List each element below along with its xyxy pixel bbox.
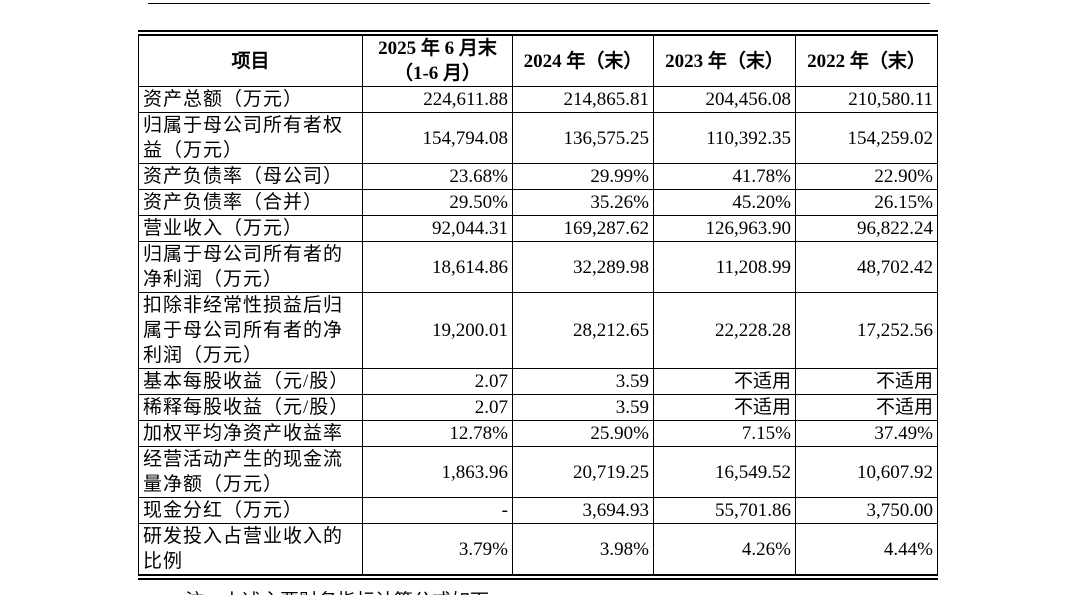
value-cell: 25.90% bbox=[512, 420, 654, 447]
value-cell: 136,575.25 bbox=[512, 112, 654, 164]
table-row: 归属于母公司所有者权益（万元） 154,794.08 136,575.25 110,3… bbox=[138, 112, 938, 164]
item-cell: 经营活动产生的现金流量净额（万元） bbox=[138, 446, 363, 498]
value-cell: 48,702.42 bbox=[795, 241, 938, 293]
item-cell: 归属于母公司所有者权益（万元） bbox=[138, 112, 363, 164]
value-cell: 2.07 bbox=[362, 394, 513, 421]
value-cell: 55,701.86 bbox=[653, 497, 796, 524]
value-cell: 17,252.56 bbox=[795, 292, 938, 369]
value-cell: 19,200.01 bbox=[362, 292, 513, 369]
table-row: 资产负债率（合并） 29.50% 35.26% 45.20% 26.15% bbox=[138, 189, 938, 216]
value-cell: 169,287.62 bbox=[512, 215, 654, 242]
item-cell: 资产负债率（合并） bbox=[138, 189, 363, 216]
value-cell: 32,289.98 bbox=[512, 241, 654, 293]
item-cell: 稀释每股收益（元/股） bbox=[138, 394, 363, 421]
value-cell: 37.49% bbox=[795, 420, 938, 447]
table-row: 基本每股收益（元/股） 2.07 3.59 不适用 不适用 bbox=[138, 368, 938, 395]
financial-table: 项目 2025 年 6 月末 （1-6 月） 2024 年（末） 2023 年（末） 2… bbox=[138, 30, 938, 580]
header-cell: 2023 年（末） bbox=[653, 33, 796, 87]
value-cell: 3,750.00 bbox=[795, 497, 938, 524]
item-cell: 扣除非经常性损益后归属于母公司所有者的净利润（万元） bbox=[138, 292, 363, 369]
value-cell: 3.59 bbox=[512, 368, 654, 395]
item-cell: 基本每股收益（元/股） bbox=[138, 368, 363, 395]
value-cell: 23.68% bbox=[362, 163, 513, 190]
value-cell: 7.15% bbox=[653, 420, 796, 447]
value-cell: 不适用 bbox=[653, 394, 796, 421]
value-cell: 154,794.08 bbox=[362, 112, 513, 164]
value-cell: 224,611.88 bbox=[362, 86, 513, 113]
value-cell: 不适用 bbox=[795, 368, 938, 395]
value-cell: 154,259.02 bbox=[795, 112, 938, 164]
value-cell: 126,963.90 bbox=[653, 215, 796, 242]
table-row: 资产负债率（母公司） 23.68% 29.99% 41.78% 22.90% bbox=[138, 163, 938, 190]
table-row: 扣除非经常性损益后归属于母公司所有者的净利润（万元） 19,200.01 28,21… bbox=[138, 292, 938, 369]
value-cell: 11,208.99 bbox=[653, 241, 796, 293]
value-cell: 3.98% bbox=[512, 523, 654, 577]
value-cell: 29.99% bbox=[512, 163, 654, 190]
value-cell: 2.07 bbox=[362, 368, 513, 395]
item-cell: 营业收入（万元） bbox=[138, 215, 363, 242]
value-cell: 3.79% bbox=[362, 523, 513, 577]
value-cell: 29.50% bbox=[362, 189, 513, 216]
value-cell: 41.78% bbox=[653, 163, 796, 190]
header-row: 项目 2025 年 6 月末 （1-6 月） 2024 年（末） 2023 年（末） 2… bbox=[138, 33, 938, 87]
value-cell: 3.59 bbox=[512, 394, 654, 421]
value-cell: 16,549.52 bbox=[653, 446, 796, 498]
value-cell: 22.90% bbox=[795, 163, 938, 190]
value-cell: 45.20% bbox=[653, 189, 796, 216]
value-cell: 4.44% bbox=[795, 523, 938, 577]
value-cell: 18,614.86 bbox=[362, 241, 513, 293]
table-row: 资产总额（万元） 224,611.88 214,865.81 204,456.08 21… bbox=[138, 86, 938, 113]
value-cell: 1,863.96 bbox=[362, 446, 513, 498]
table-row: 营业收入（万元） 92,044.31 169,287.62 126,963.90 96,… bbox=[138, 215, 938, 242]
item-cell: 资产负债率（母公司） bbox=[138, 163, 363, 190]
table-row: 稀释每股收益（元/股） 2.07 3.59 不适用 不适用 bbox=[138, 394, 938, 421]
table-row: 经营活动产生的现金流量净额（万元） 1,863.96 20,719.25 16,549… bbox=[138, 446, 938, 498]
header-cell: 2024 年（末） bbox=[512, 33, 654, 87]
value-cell: 不适用 bbox=[795, 394, 938, 421]
value-cell: 12.78% bbox=[362, 420, 513, 447]
table-row: 归属于母公司所有者的净利润（万元） 18,614.86 32,289.98 11,20… bbox=[138, 241, 938, 293]
value-cell: 26.15% bbox=[795, 189, 938, 216]
header-cell: 2022 年（末） bbox=[795, 33, 938, 87]
value-cell: 96,822.24 bbox=[795, 215, 938, 242]
value-cell: 92,044.31 bbox=[362, 215, 513, 242]
value-cell: 28,212.65 bbox=[512, 292, 654, 369]
item-cell: 归属于母公司所有者的净利润（万元） bbox=[138, 241, 363, 293]
value-cell: 210,580.11 bbox=[795, 86, 938, 113]
value-cell: 35.26% bbox=[512, 189, 654, 216]
table-row: 现金分红（万元） -3,694.93 55,701.86 3,750.00 bbox=[138, 497, 938, 524]
footnote: 注：上述主要财务指标计算公式如下： bbox=[185, 586, 508, 595]
value-cell: 10,607.92 bbox=[795, 446, 938, 498]
item-cell: 研发投入占营业收入的比例 bbox=[138, 523, 363, 577]
value-cell: 20,719.25 bbox=[512, 446, 654, 498]
table-row: 加权平均净资产收益率 12.78% 25.90% 7.15% 37.49% bbox=[138, 420, 938, 447]
item-cell: 加权平均净资产收益率 bbox=[138, 420, 363, 447]
value-cell: 110,392.35 bbox=[653, 112, 796, 164]
item-cell: 资产总额（万元） bbox=[138, 86, 363, 113]
top-rule bbox=[148, 3, 930, 4]
table-row: 研发投入占营业收入的比例 3.79% 3.98% 4.26% 4.44% bbox=[138, 523, 938, 577]
value-cell: 不适用 bbox=[653, 368, 796, 395]
table-body: 资产总额（万元） 224,611.88 214,865.81 204,456.08 21… bbox=[138, 86, 938, 577]
header-cell: 2025 年 6 月末 （1-6 月） bbox=[362, 33, 513, 87]
value-cell: 22,228.28 bbox=[653, 292, 796, 369]
value-cell: - bbox=[362, 497, 513, 524]
value-cell: 3,694.93 bbox=[512, 497, 654, 524]
value-cell: 204,456.08 bbox=[653, 86, 796, 113]
item-cell: 现金分红（万元） bbox=[138, 497, 363, 524]
value-cell: 214,865.81 bbox=[512, 86, 654, 113]
value-cell: 4.26% bbox=[653, 523, 796, 577]
header-cell: 项目 bbox=[138, 33, 363, 87]
